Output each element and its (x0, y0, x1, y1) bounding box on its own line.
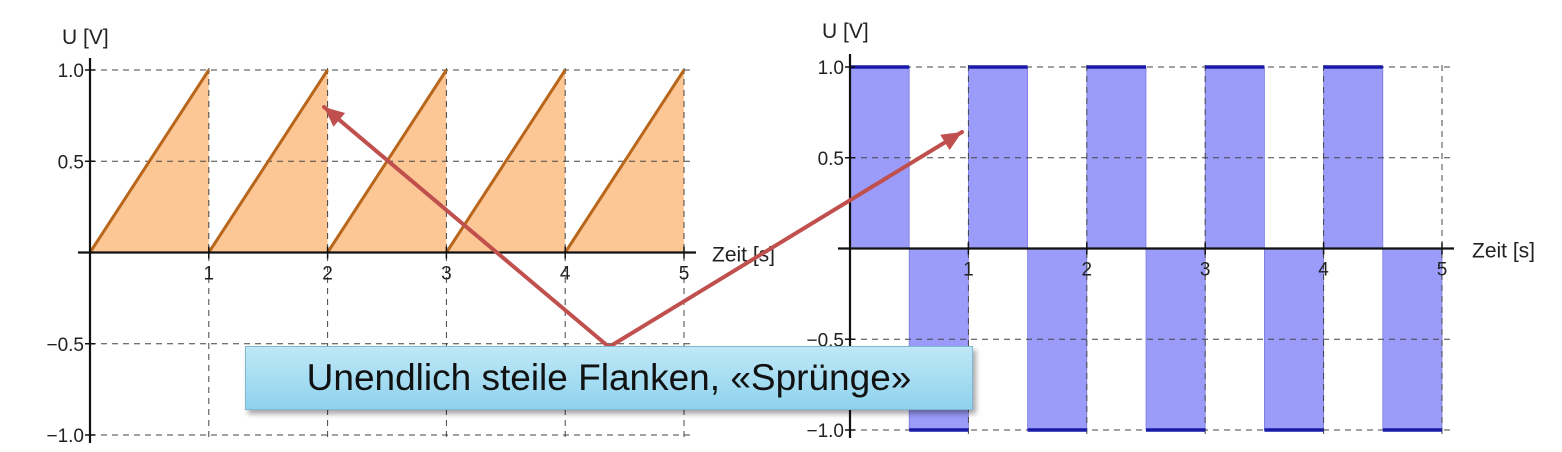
y-tick-label: −1.0 (46, 426, 84, 447)
x-tick-label: 2 (322, 264, 333, 285)
y-axis-label: U [V] (822, 20, 869, 43)
x-tick-label: 5 (1437, 260, 1448, 281)
arrow-head (324, 107, 346, 127)
annotation-text: Unendlich steile Flanken, «Sprünge» (306, 357, 912, 398)
x-axis-label: Zeit [s] (712, 244, 775, 267)
arrow-shaft (607, 130, 964, 349)
arrow-head (940, 132, 962, 151)
square-segment-fill (849, 66, 910, 249)
annotation-arrows (322, 105, 964, 349)
x-tick-label: 4 (1318, 260, 1329, 281)
y-tick-label: 0.5 (818, 149, 844, 170)
x-axis-label: Zeit [s] (1472, 240, 1535, 263)
sawtooth-ramp (88, 69, 211, 254)
square-segment-fill (1323, 66, 1384, 249)
y-tick-label: 1.0 (818, 58, 844, 79)
sawtooth-ramp (207, 69, 329, 254)
sawtooth-ramp (563, 69, 686, 254)
x-tick-label: 5 (679, 264, 690, 285)
x-tick-label: 3 (1200, 260, 1211, 281)
y-axis-label: U [V] (62, 26, 109, 49)
x-tick-label: 2 (1082, 260, 1093, 281)
arrow-shaft (322, 105, 611, 349)
x-tick-label: 3 (441, 264, 452, 285)
square-segment-fill (1027, 248, 1088, 431)
x-tick-label: 4 (560, 264, 571, 285)
x-tick-label: 1 (963, 260, 974, 281)
x-tick-label: 1 (204, 264, 215, 285)
y-tick-label: 1.0 (58, 61, 84, 82)
sawtooth-ramp (445, 69, 567, 254)
y-tick-label: −0.5 (46, 335, 84, 356)
y-tick-label: −1.0 (806, 421, 844, 442)
y-tick-label: 0.5 (58, 152, 84, 173)
annotation-callout: Unendlich steile Flanken, «Sprünge» (245, 346, 973, 410)
